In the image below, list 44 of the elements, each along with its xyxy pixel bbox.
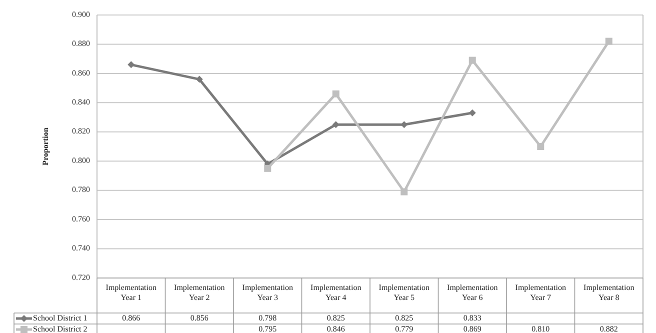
data-label: 0.866 — [122, 313, 140, 322]
data-label: 0.882 — [600, 324, 618, 333]
x-tick-label: Implementation Year 1 — [106, 283, 156, 302]
y-tick-label: 0.720 — [72, 272, 90, 282]
data-label: 0.825 — [395, 313, 414, 322]
data-label: 0.846 — [326, 324, 345, 333]
y-tick-label: 0.760 — [72, 214, 90, 224]
point — [128, 61, 135, 68]
point — [332, 121, 340, 128]
point — [264, 164, 272, 172]
data-label: 0.779 — [395, 324, 414, 333]
x-tick-label: Implementation Year 7 — [515, 283, 566, 302]
data-label: 0.833 — [463, 313, 482, 322]
data-label: 0.798 — [258, 313, 277, 322]
point — [605, 38, 612, 45]
y-tick-label: 0.820 — [72, 126, 90, 136]
point — [400, 188, 408, 196]
x-tick-label: Implementation Year 6 — [447, 283, 498, 302]
y-tick-label: 0.840 — [72, 97, 90, 107]
y-tick-label: 0.880 — [72, 39, 90, 48]
y-tick-label: 0.800 — [72, 156, 90, 165]
y-tick-label: 0.740 — [72, 244, 90, 253]
data-label: 0.810 — [532, 324, 550, 333]
x-tick-label: Implementation Year 8 — [584, 283, 634, 302]
y-tick-label: 0.900 — [72, 10, 90, 19]
data-label: 0.825 — [326, 313, 345, 322]
x-tick-label: Implementation Year 4 — [310, 283, 362, 302]
y-tick-label: 0.860 — [72, 68, 90, 78]
data-label: 0.869 — [463, 324, 482, 333]
data-label: 0.856 — [190, 313, 208, 322]
data-label: 0.795 — [258, 324, 277, 333]
y-tick-label: 0.780 — [72, 185, 90, 194]
point — [468, 56, 476, 64]
y-axis-title: Proportion — [41, 127, 50, 166]
x-tick-label: Implementation Year 5 — [378, 283, 430, 302]
legend-label: School District 1 — [33, 313, 88, 322]
x-tick-label: Implementation Year 2 — [174, 283, 225, 302]
x-tick-label: Implementation Year 3 — [242, 283, 293, 302]
point — [332, 90, 340, 98]
point — [196, 76, 203, 83]
point — [537, 143, 544, 150]
legend-label: School District 2 — [33, 324, 88, 333]
point — [400, 121, 408, 128]
point — [468, 109, 476, 116]
